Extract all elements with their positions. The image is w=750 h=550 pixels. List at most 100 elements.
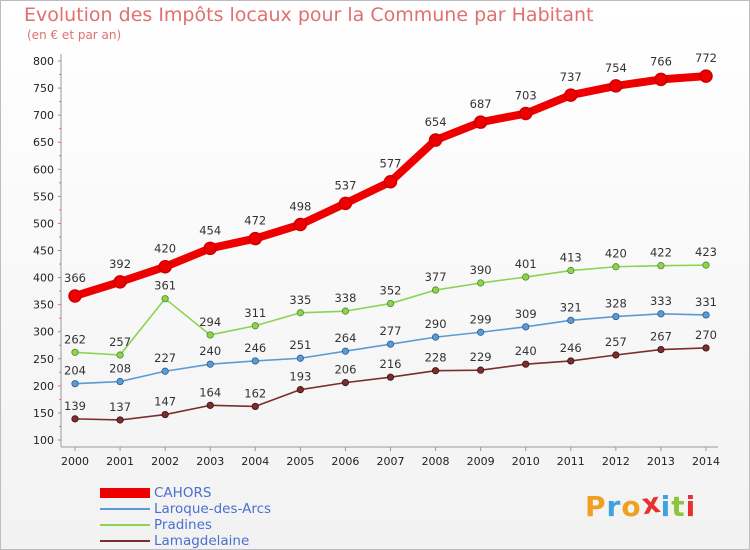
x-tick-label: 2002	[151, 455, 179, 468]
data-label-lamagdelaine: 228	[425, 351, 447, 365]
data-point-cahors	[518, 106, 533, 121]
data-point-laroque-des-arcs	[71, 380, 79, 388]
data-point-laroque-des-arcs	[206, 360, 214, 368]
data-point-lamagdelaine	[431, 367, 440, 375]
data-point-pradines	[431, 286, 440, 294]
data-point-cahors	[158, 259, 172, 274]
data-point-laroque-des-arcs	[657, 310, 665, 318]
x-tick-label: 2010	[512, 455, 540, 468]
data-label-cahors: 766	[650, 54, 672, 68]
data-label-laroque-des-arcs: 227	[154, 351, 176, 365]
x-tick-label: 2003	[196, 455, 224, 468]
data-label-cahors: 472	[244, 214, 266, 228]
y-tick-label: 600	[33, 163, 54, 176]
data-label-laroque-des-arcs: 290	[425, 317, 447, 331]
proxiti-logo: Proxiti	[585, 486, 696, 523]
data-point-pradines	[702, 261, 710, 269]
data-label-lamagdelaine: 164	[199, 385, 221, 399]
data-label-pradines: 294	[199, 315, 221, 329]
data-label-laroque-des-arcs: 331	[695, 295, 717, 309]
data-point-pradines	[71, 348, 79, 356]
data-label-cahors: 392	[109, 257, 131, 271]
data-label-cahors: 366	[64, 271, 86, 285]
legend-swatch-lamagdelaine	[100, 540, 150, 542]
chart-title: Evolution des Impôts locaux pour la Comm…	[24, 4, 594, 26]
data-label-pradines: 257	[109, 335, 131, 349]
logo-letter: i	[660, 490, 672, 523]
logo-letter: t	[671, 490, 686, 523]
line-chart: 100 150 200 250 300 350 400 450 500 550 600 650 700 7…	[33, 51, 720, 468]
data-label-cahors: 454	[199, 223, 221, 237]
data-point-cahors	[338, 196, 353, 211]
legend-swatch-laroque-des-arcs	[100, 508, 150, 510]
x-tick-label: 2011	[557, 455, 585, 468]
data-point-lamagdelaine	[567, 357, 575, 365]
y-tick-label: 150	[33, 407, 54, 420]
data-label-laroque-des-arcs: 264	[334, 331, 356, 345]
data-label-laroque-des-arcs: 246	[244, 341, 266, 355]
data-point-lamagdelaine	[341, 379, 350, 387]
data-point-pradines	[341, 307, 350, 315]
data-label-cahors: 577	[380, 157, 402, 171]
y-tick-label: 700	[33, 109, 54, 122]
data-label-laroque-des-arcs: 333	[650, 294, 672, 308]
data-point-laroque-des-arcs	[567, 316, 575, 324]
data-point-cahors	[68, 289, 82, 303]
x-tick-label: 2007	[377, 455, 405, 468]
data-label-cahors: 737	[560, 70, 582, 84]
data-label-lamagdelaine: 137	[109, 400, 131, 414]
data-point-cahors	[609, 79, 623, 93]
data-point-cahors	[203, 241, 217, 256]
x-tick-label: 2008	[422, 455, 450, 468]
data-label-pradines: 335	[289, 293, 311, 307]
data-label-lamagdelaine: 229	[470, 350, 492, 364]
x-tick-label: 2005	[286, 455, 314, 468]
data-point-cahors	[699, 69, 713, 83]
axes: 100 150 200 250 300 350 400 450 500 550 600 650 700 7…	[33, 54, 720, 468]
y-tick-label: 400	[33, 272, 54, 285]
y-tick-label: 650	[33, 136, 54, 149]
data-label-laroque-des-arcs: 328	[605, 297, 627, 311]
data-point-laroque-des-arcs	[251, 357, 259, 365]
data-label-pradines: 423	[695, 245, 717, 259]
data-label-laroque-des-arcs: 204	[64, 364, 86, 378]
data-label-pradines: 401	[515, 257, 537, 271]
legend-swatch-pradines	[100, 524, 150, 526]
y-tick-label: 750	[33, 82, 54, 95]
y-tick-label: 200	[33, 380, 54, 393]
data-label-lamagdelaine: 147	[154, 395, 176, 409]
x-tick-label: 2000	[61, 455, 89, 468]
data-label-pradines: 390	[470, 263, 492, 277]
data-point-lamagdelaine	[116, 416, 124, 424]
data-label-cahors: 703	[515, 89, 537, 103]
data-point-laroque-des-arcs	[296, 354, 304, 362]
data-label-lamagdelaine: 216	[380, 357, 402, 371]
data-label-pradines: 420	[605, 247, 627, 261]
data-label-lamagdelaine: 270	[695, 328, 717, 342]
data-label-lamagdelaine: 193	[289, 370, 311, 384]
data-label-cahors: 772	[695, 51, 717, 65]
data-point-lamagdelaine	[657, 345, 665, 354]
data-point-laroque-des-arcs	[161, 367, 169, 375]
chart-subtitle: (en € et par an)	[27, 28, 122, 42]
data-point-lamagdelaine	[386, 373, 395, 381]
data-point-cahors	[383, 174, 398, 189]
data-label-pradines: 422	[650, 246, 672, 260]
data-label-cahors: 654	[425, 115, 447, 129]
data-point-pradines	[612, 263, 620, 271]
y-tick-label: 450	[33, 245, 54, 258]
series-layer	[68, 69, 713, 424]
data-label-lamagdelaine: 162	[244, 386, 266, 400]
data-labels: 139 137 147 164 162 193 206 216 228 229 240 246 257 2…	[64, 51, 717, 414]
data-point-pradines	[386, 299, 395, 308]
data-label-laroque-des-arcs: 321	[560, 300, 582, 314]
legend-label-cahors: CAHORS	[154, 485, 212, 501]
data-point-lamagdelaine	[206, 401, 214, 409]
data-label-laroque-des-arcs: 251	[289, 338, 311, 352]
x-tick-label: 2009	[467, 455, 495, 468]
data-point-pradines	[251, 322, 259, 330]
data-point-cahors	[654, 72, 668, 87]
data-point-laroque-des-arcs	[702, 311, 710, 319]
data-point-laroque-des-arcs	[116, 377, 124, 386]
